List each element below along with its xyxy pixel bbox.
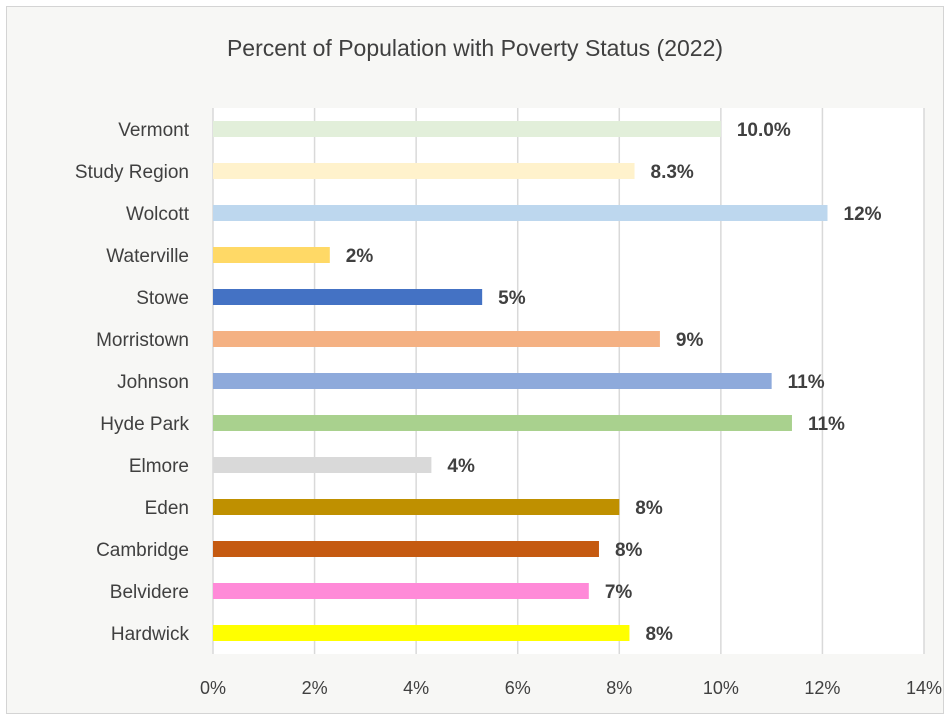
- data-label: 5%: [498, 288, 526, 309]
- data-label: 8%: [615, 540, 643, 561]
- bar: [213, 205, 828, 221]
- bar: [213, 331, 660, 347]
- data-label: 2%: [346, 246, 374, 267]
- data-labels: 10.0% 8.3% 12% 2% 5% 9% 11% 11% 4% 8% 8% 7% 8%: [346, 120, 882, 645]
- category-label: Hardwick: [111, 624, 190, 645]
- data-label: 11%: [788, 372, 825, 393]
- category-label: Elmore: [129, 456, 189, 477]
- data-label: 8%: [635, 498, 663, 519]
- bar: [213, 583, 589, 599]
- data-label: 11%: [808, 414, 845, 435]
- bar: [213, 121, 721, 137]
- bars: [213, 121, 828, 641]
- category-label: Waterville: [106, 246, 189, 267]
- x-tick-label: 12%: [804, 678, 840, 698]
- x-tick-label: 14%: [906, 678, 942, 698]
- data-label: 8%: [645, 624, 673, 645]
- x-tick-label: 2%: [302, 678, 328, 698]
- bar: [213, 247, 330, 263]
- bar: [213, 625, 630, 641]
- category-label: Belvidere: [110, 582, 189, 603]
- category-label: Eden: [145, 498, 189, 519]
- category-label: Vermont: [118, 120, 189, 141]
- bar: [213, 289, 483, 305]
- category-label: Wolcott: [126, 204, 190, 225]
- data-label: 10.0%: [737, 120, 791, 141]
- data-label: 12%: [844, 204, 882, 225]
- bar: [213, 415, 792, 431]
- category-label: Study Region: [75, 162, 189, 183]
- bar: [213, 499, 620, 515]
- category-label: Cambridge: [96, 540, 189, 561]
- bar: [213, 373, 772, 389]
- bar: [213, 541, 599, 557]
- category-label: Johnson: [117, 372, 189, 393]
- bar: [213, 163, 635, 179]
- category-label: Morristown: [96, 330, 189, 351]
- x-tick-label: 4%: [403, 678, 429, 698]
- data-label: 8.3%: [651, 162, 694, 183]
- data-label: 9%: [676, 330, 704, 351]
- x-tick-label: 6%: [505, 678, 531, 698]
- data-label: 4%: [447, 456, 475, 477]
- x-tick-label: 10%: [703, 678, 739, 698]
- bar: [213, 457, 432, 473]
- category-label: Hyde Park: [100, 414, 189, 435]
- category-labels: Vermont Study Region Wolcott Waterville Stow…: [75, 120, 190, 645]
- x-tick-labels: 0% 2% 4% 6% 8% 10% 12% 14%: [200, 678, 942, 698]
- x-tick-label: 8%: [606, 678, 632, 698]
- chart-title: Percent of Population with Poverty Statu…: [226, 35, 724, 61]
- data-label: 7%: [605, 582, 633, 603]
- category-label: Stowe: [136, 288, 189, 309]
- x-tick-label: 0%: [200, 678, 226, 698]
